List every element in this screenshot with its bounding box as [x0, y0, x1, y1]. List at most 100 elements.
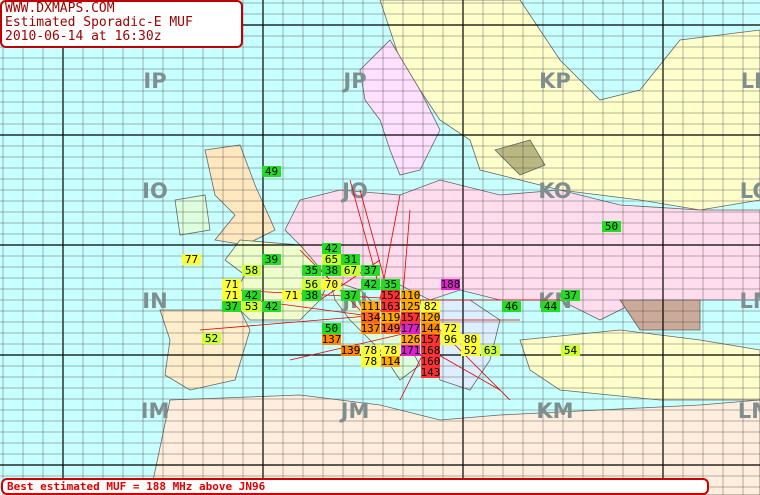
- muf-value: 160: [421, 355, 441, 368]
- muf-box: [401, 301, 420, 312]
- muf-value: 77: [185, 253, 198, 266]
- muf-value: 42: [364, 278, 377, 291]
- muf-value: 52: [205, 332, 218, 345]
- muf-value: 50: [325, 322, 338, 335]
- muf-box: [322, 243, 341, 254]
- muf-value: 37: [564, 289, 577, 302]
- field-label: LM: [738, 399, 760, 423]
- muf-value: 78: [384, 344, 397, 357]
- muf-value: 134: [361, 311, 381, 324]
- muf-box: [262, 254, 281, 265]
- muf-box: [381, 356, 400, 367]
- muf-value: 67: [344, 264, 357, 277]
- title: Estimated Sporadic-E MUF: [5, 15, 193, 30]
- muf-value: 38: [325, 264, 338, 277]
- muf-value: 171: [401, 344, 421, 357]
- field-label: IN: [142, 289, 167, 313]
- muf-value: 137: [361, 322, 381, 335]
- muf-value: 39: [265, 253, 278, 266]
- muf-box: [322, 265, 341, 276]
- muf-box: [282, 290, 301, 301]
- muf-value: 149: [381, 322, 401, 335]
- field-label: JP: [341, 69, 366, 93]
- path-line: [429, 349, 501, 391]
- muf-box: [322, 323, 341, 334]
- muf-box: [242, 290, 261, 301]
- muf-box: [242, 301, 261, 312]
- muf-box: [381, 290, 400, 301]
- muf-box: [341, 265, 360, 276]
- muf-value: 120: [421, 311, 441, 324]
- muf-box: [441, 279, 460, 290]
- muf-box: [361, 312, 380, 323]
- muf-box: [421, 334, 440, 345]
- muf-value: 35: [384, 278, 397, 291]
- field-label: KP: [539, 69, 571, 93]
- muf-value: 163: [381, 300, 401, 313]
- muf-box: [341, 254, 360, 265]
- muf-box: [461, 334, 480, 345]
- muf-box: [361, 265, 380, 276]
- muf-box: [322, 254, 341, 265]
- muf-value: 65: [325, 253, 338, 266]
- muf-value: 71: [285, 289, 298, 302]
- muf-value: 78: [364, 355, 377, 368]
- muf-box: [262, 301, 281, 312]
- muf-value: 119: [381, 311, 401, 324]
- muf-box: [401, 334, 420, 345]
- muf-box: [381, 279, 400, 290]
- muf-box: [421, 367, 440, 378]
- muf-value: 56: [305, 278, 318, 291]
- field-label: KM: [536, 399, 573, 423]
- muf-value: 188: [441, 278, 461, 291]
- muf-value: 144: [421, 322, 441, 335]
- muf-value: 31: [344, 253, 357, 266]
- muf-box: [361, 301, 380, 312]
- muf-value: 44: [544, 300, 558, 313]
- muf-value: 80: [464, 333, 477, 346]
- muf-box: [322, 279, 341, 290]
- field-label: JO: [340, 179, 368, 203]
- muf-box: [401, 312, 420, 323]
- muf-box: [461, 345, 480, 356]
- muf-box: [341, 345, 360, 356]
- muf-value: 125: [401, 300, 421, 313]
- muf-value: 50: [605, 220, 618, 233]
- muf-box: [361, 323, 380, 334]
- muf-box: [561, 290, 580, 301]
- muf-value: 52: [464, 344, 477, 357]
- header: WWW.DXMAPS.COM Estimated Sporadic-E MUF …: [0, 0, 243, 48]
- muf-box: [202, 333, 221, 344]
- muf-value: 42: [245, 289, 258, 302]
- muf-value: 157: [421, 333, 441, 346]
- muf-box: [481, 345, 500, 356]
- muf-value: 168: [421, 344, 441, 357]
- field-label: IP: [143, 69, 166, 93]
- muf-value: 35: [305, 264, 318, 277]
- muf-box: [602, 221, 621, 232]
- muf-value: 37: [364, 264, 377, 277]
- muf-box: [421, 312, 440, 323]
- muf-value: 37: [225, 300, 238, 313]
- field-label: IO: [142, 179, 168, 203]
- muf-value: 152: [381, 289, 401, 302]
- field-label: LN: [740, 289, 760, 313]
- muf-value: 177: [401, 322, 421, 335]
- muf-value: 70: [325, 278, 338, 291]
- field-label: JM: [339, 399, 370, 423]
- muf-value: 49: [265, 165, 278, 178]
- muf-value: 143: [421, 366, 441, 379]
- muf-value: 46: [505, 300, 518, 313]
- muf-box: [421, 345, 440, 356]
- muf-box: [322, 334, 341, 345]
- muf-box: [222, 279, 241, 290]
- muf-box: [421, 356, 440, 367]
- muf-value: 42: [325, 242, 338, 255]
- muf-box: [401, 323, 420, 334]
- field-label: LP: [741, 69, 760, 93]
- muf-value: 63: [484, 344, 497, 357]
- muf-box: [381, 312, 400, 323]
